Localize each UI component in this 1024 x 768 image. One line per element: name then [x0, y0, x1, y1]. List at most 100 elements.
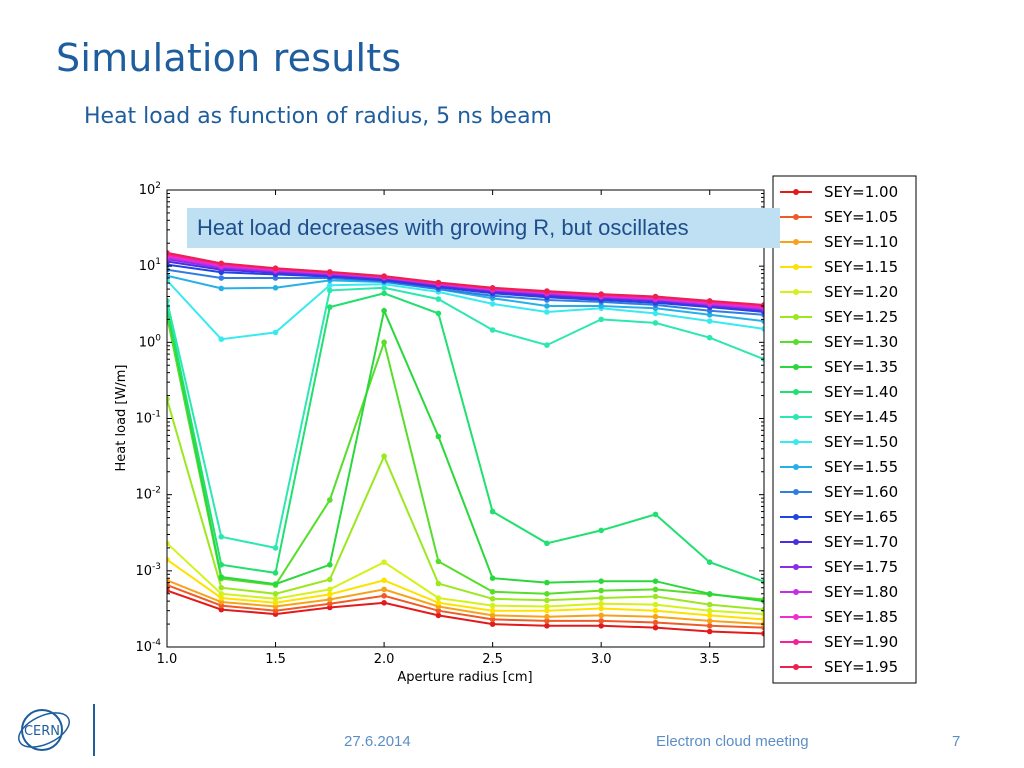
data-point: [167, 582, 170, 588]
data-point: [272, 596, 279, 602]
legend-label: SEY=1.20: [824, 283, 898, 301]
data-point: [218, 275, 225, 281]
data-point: [435, 279, 442, 286]
series-line: [167, 307, 764, 603]
legend-marker: [793, 589, 799, 595]
data-point: [327, 591, 333, 598]
legend-label: SEY=1.25: [824, 308, 898, 326]
data-point: [218, 534, 225, 540]
plot-layer: [167, 250, 764, 637]
data-point: [218, 584, 225, 591]
series-sey-1-15: [167, 556, 764, 623]
legend-label: SEY=1.95: [824, 658, 898, 676]
y-tick-label: 10-1: [135, 410, 161, 427]
legend-marker: [793, 439, 799, 445]
data-point: [652, 586, 659, 593]
data-point: [381, 273, 387, 279]
legend-label: SEY=1.55: [824, 458, 898, 476]
data-point: [489, 301, 496, 307]
legend-label: SEY=1.80: [824, 583, 898, 601]
data-point: [218, 260, 225, 267]
data-point: [598, 587, 604, 594]
data-point: [489, 621, 496, 627]
series-sey-1-35: [167, 305, 764, 604]
data-point: [167, 556, 170, 563]
data-point: [327, 562, 333, 568]
legend-entry: SEY=1.10: [780, 233, 898, 251]
data-point: [706, 559, 713, 565]
data-point: [598, 600, 604, 607]
data-point: [218, 606, 225, 613]
legend-marker: [793, 189, 799, 195]
data-point: [167, 540, 170, 547]
series-sey-1-30: [167, 313, 764, 603]
series-sey-1-95: [167, 250, 764, 308]
legend-marker: [793, 289, 799, 295]
data-point: [167, 396, 170, 402]
legend-label: SEY=1.50: [824, 433, 898, 451]
legend-box: [772, 175, 917, 684]
legend-label: SEY=1.05: [824, 208, 898, 226]
data-point: [167, 277, 170, 284]
data-point: [706, 623, 713, 629]
legend-label: SEY=1.30: [824, 333, 898, 351]
series-line: [167, 589, 764, 635]
data-point: [435, 612, 442, 619]
legend-entry: SEY=1.00: [780, 183, 898, 201]
data-point: [761, 616, 764, 623]
data-point: [652, 607, 659, 614]
legend-entry: SEY=1.70: [780, 533, 898, 551]
series-line: [167, 579, 764, 626]
legend-marker: [793, 264, 799, 270]
x-tick-label: 3.0: [591, 652, 612, 667]
data-point: [652, 624, 659, 631]
data-point: [652, 593, 659, 600]
y-tick-label: 102: [139, 181, 161, 198]
data-point: [598, 618, 604, 624]
data-point: [327, 269, 333, 275]
data-point: [327, 304, 333, 310]
data-point: [381, 577, 387, 584]
y-tick-label: 100: [139, 333, 162, 350]
data-point: [489, 607, 496, 614]
data-point: [489, 285, 496, 291]
data-point: [706, 612, 713, 619]
data-point: [327, 586, 333, 593]
data-point: [272, 570, 279, 576]
data-point: [272, 285, 279, 291]
data-point: [381, 290, 387, 297]
data-point: [435, 296, 442, 302]
data-point: [489, 575, 496, 581]
series-line: [167, 274, 764, 323]
data-point: [435, 433, 442, 440]
series-line: [167, 398, 764, 611]
data-point: [706, 318, 713, 324]
data-point: [381, 559, 387, 565]
data-point: [598, 578, 604, 584]
series-sey-1-45: [167, 285, 764, 551]
legend-marker: [793, 214, 799, 220]
cern-logo: CERN: [18, 709, 70, 751]
legend-label: SEY=1.35: [824, 358, 898, 376]
data-point: [544, 540, 550, 547]
footer-date: 27.6.2014: [344, 733, 411, 750]
legend-marker: [793, 239, 799, 245]
x-tick-label: 2.5: [482, 652, 503, 667]
legend-marker: [793, 364, 799, 370]
data-point: [544, 603, 550, 610]
data-point: [652, 310, 659, 317]
y-tick-label: 10-3: [135, 562, 161, 579]
data-point: [598, 605, 604, 612]
data-point: [544, 342, 550, 348]
x-tick-label: 2.0: [374, 652, 395, 667]
series-line: [167, 279, 764, 341]
legend-entry: SEY=1.60: [780, 483, 898, 501]
legend-layer: SEY=1.00 SEY=1.05 SEY=1.10 SEY=1.15 SEY=1.20…: [780, 183, 898, 676]
data-point: [544, 309, 550, 315]
x-tick-label: 1.0: [157, 652, 178, 667]
data-point: [761, 630, 764, 637]
y-tick-label: 10-2: [135, 486, 161, 503]
legend-entry: SEY=1.35: [780, 358, 898, 376]
data-point: [761, 611, 764, 617]
